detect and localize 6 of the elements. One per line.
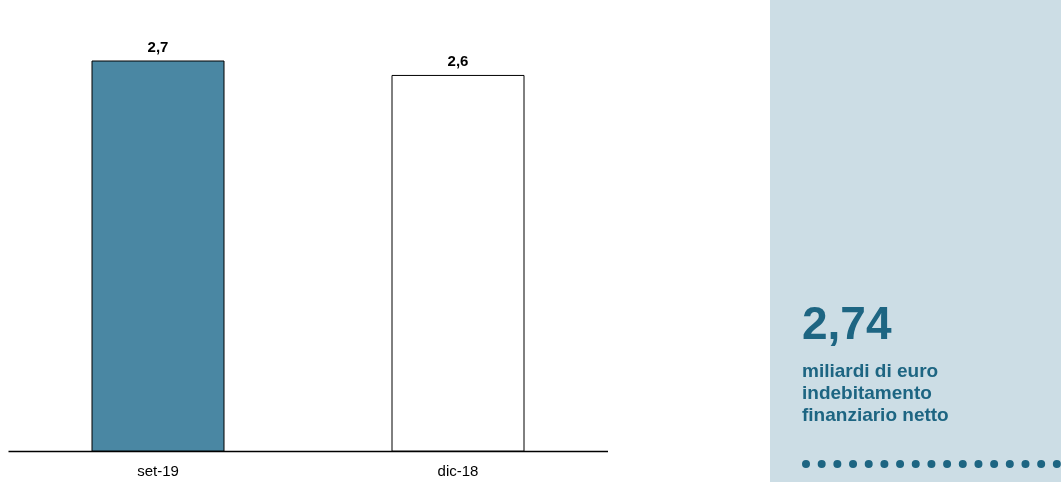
text: miliardi di euro indebitamento finanziario netto <box>802 360 950 426</box>
x-tick-label: dic-18 <box>437 461 479 479</box>
data-label: 2,6 <box>447 52 469 70</box>
data-label: 2,7 <box>147 38 169 55</box>
text: 2,74 <box>802 296 892 350</box>
x-tick-label: set-19 <box>137 461 179 479</box>
